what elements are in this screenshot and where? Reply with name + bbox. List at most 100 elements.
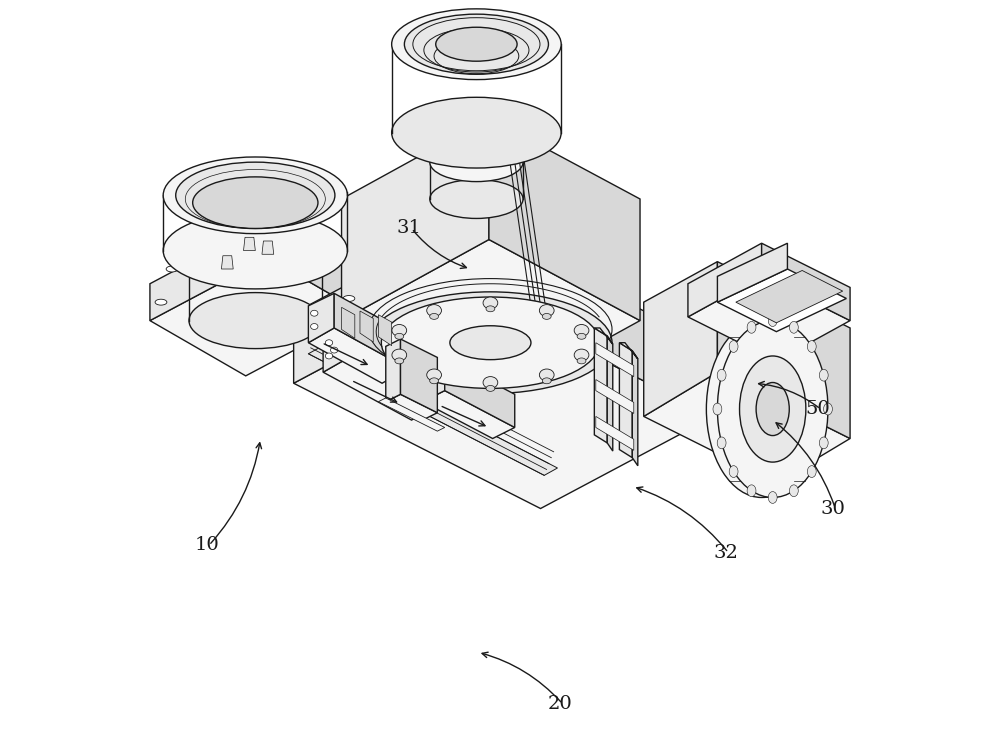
Ellipse shape: [427, 369, 441, 381]
Ellipse shape: [427, 304, 441, 316]
Polygon shape: [445, 357, 515, 427]
Polygon shape: [644, 262, 717, 416]
Ellipse shape: [369, 292, 612, 394]
Ellipse shape: [404, 14, 548, 74]
Polygon shape: [294, 221, 467, 383]
Ellipse shape: [807, 466, 816, 478]
Polygon shape: [308, 293, 334, 343]
Polygon shape: [688, 243, 762, 317]
Ellipse shape: [176, 162, 335, 228]
Ellipse shape: [325, 353, 333, 359]
Polygon shape: [150, 221, 268, 321]
Polygon shape: [323, 357, 437, 420]
Ellipse shape: [189, 226, 322, 282]
Polygon shape: [334, 293, 408, 368]
Ellipse shape: [717, 321, 828, 497]
Ellipse shape: [729, 466, 738, 478]
Ellipse shape: [395, 358, 404, 364]
Polygon shape: [268, 221, 364, 313]
Polygon shape: [594, 328, 613, 344]
Ellipse shape: [166, 266, 178, 272]
Polygon shape: [221, 256, 233, 269]
Ellipse shape: [706, 321, 817, 497]
Ellipse shape: [392, 97, 561, 168]
Polygon shape: [717, 262, 850, 439]
Ellipse shape: [251, 229, 263, 235]
Polygon shape: [342, 307, 355, 338]
Ellipse shape: [450, 326, 531, 360]
Ellipse shape: [430, 313, 439, 319]
Polygon shape: [308, 328, 408, 383]
Polygon shape: [632, 351, 638, 466]
Ellipse shape: [163, 157, 347, 234]
Ellipse shape: [343, 296, 355, 301]
Polygon shape: [762, 243, 850, 321]
Polygon shape: [717, 243, 787, 302]
Ellipse shape: [325, 340, 333, 346]
Ellipse shape: [747, 321, 756, 333]
Ellipse shape: [717, 437, 726, 449]
Polygon shape: [294, 291, 714, 509]
Text: 32: 32: [714, 544, 739, 562]
Ellipse shape: [824, 403, 832, 415]
Ellipse shape: [789, 485, 798, 497]
Polygon shape: [360, 311, 373, 342]
Polygon shape: [607, 336, 613, 451]
Polygon shape: [378, 398, 445, 431]
Ellipse shape: [574, 349, 589, 361]
Polygon shape: [342, 118, 489, 321]
Ellipse shape: [577, 333, 586, 339]
Polygon shape: [596, 416, 634, 450]
Polygon shape: [717, 269, 846, 332]
Ellipse shape: [768, 315, 777, 326]
Ellipse shape: [483, 377, 498, 388]
Ellipse shape: [486, 385, 495, 391]
Ellipse shape: [189, 293, 322, 349]
Ellipse shape: [789, 321, 798, 333]
Ellipse shape: [430, 180, 523, 218]
Ellipse shape: [430, 143, 523, 181]
Ellipse shape: [483, 297, 498, 309]
Ellipse shape: [193, 177, 318, 228]
Ellipse shape: [819, 437, 828, 449]
Ellipse shape: [392, 324, 407, 336]
Ellipse shape: [330, 347, 338, 353]
Ellipse shape: [311, 310, 318, 316]
Ellipse shape: [392, 349, 407, 361]
Polygon shape: [262, 241, 274, 254]
Polygon shape: [644, 372, 850, 483]
Ellipse shape: [717, 369, 726, 381]
Ellipse shape: [747, 485, 756, 497]
Polygon shape: [688, 276, 850, 361]
Polygon shape: [467, 221, 714, 416]
Polygon shape: [423, 357, 445, 402]
Ellipse shape: [311, 324, 318, 329]
Text: 30: 30: [821, 500, 845, 517]
Polygon shape: [342, 240, 640, 402]
Ellipse shape: [430, 378, 439, 384]
Polygon shape: [386, 339, 401, 402]
Polygon shape: [386, 394, 437, 420]
Ellipse shape: [539, 304, 554, 316]
Polygon shape: [150, 258, 364, 376]
Polygon shape: [619, 343, 638, 359]
Polygon shape: [401, 339, 437, 413]
Ellipse shape: [395, 333, 404, 339]
Ellipse shape: [539, 369, 554, 381]
Ellipse shape: [392, 9, 561, 80]
Polygon shape: [423, 391, 515, 439]
Ellipse shape: [756, 383, 789, 436]
Ellipse shape: [807, 340, 816, 352]
Ellipse shape: [740, 356, 806, 462]
Text: 50: 50: [806, 400, 831, 418]
Ellipse shape: [729, 340, 738, 352]
Text: 31: 31: [397, 220, 422, 237]
Ellipse shape: [163, 212, 347, 289]
Text: 10: 10: [194, 537, 219, 554]
Polygon shape: [489, 118, 640, 321]
Ellipse shape: [574, 324, 589, 336]
Ellipse shape: [819, 369, 828, 381]
Ellipse shape: [381, 297, 599, 388]
Polygon shape: [594, 328, 607, 443]
Polygon shape: [308, 346, 557, 475]
